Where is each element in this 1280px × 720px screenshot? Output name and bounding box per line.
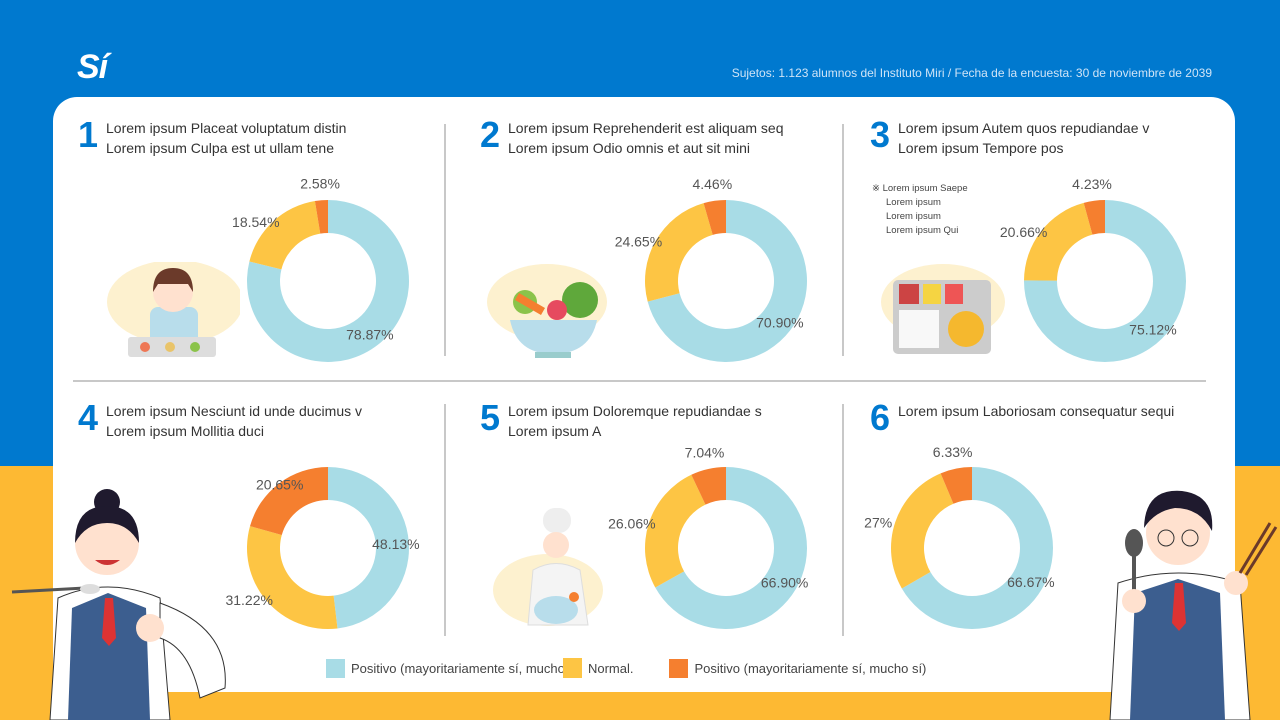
boy-student-illustration [1109,490,1278,720]
girl-student-illustration [11,489,226,720]
data-label: 31.22% [225,592,272,608]
logo: Sí [77,48,108,86]
panel-note: ※ Lorem ipsum Saepe Lorem ipsum Lorem ipsu… [872,182,968,238]
title-line: Lorem ipsum Nesciunt id unde ducimus v [106,403,363,419]
donut-chart-3: 75.12% 20.66% 4.23% [1000,176,1186,362]
donut-chart-1: 78.87% 18.54% 2.58% [232,175,409,362]
panel-number: 6 [870,397,891,438]
donut-slice [891,473,954,589]
legend-item-positive: Positivo (mayoritariamente sí, mucho s [326,658,575,678]
donut-chart-2: 70.90% 24.65% 4.46% [615,176,807,362]
legend-item-negative: Positivo (mayoritariamente sí, mucho sí) [669,658,927,678]
panel-number: 2 [480,114,501,155]
divider [444,124,446,356]
data-label: 70.90% [756,314,803,330]
donut-slice [328,467,409,629]
legend-label: Normal. [587,660,634,676]
legend-item-normal: Normal. [562,658,634,678]
title-line: Lorem ipsum Autem quos repudiandae v [898,120,1150,136]
panel-number: 4 [78,397,99,438]
donut-slice [249,201,321,270]
panel-title: Lorem ipsum Reprehenderit est aliquam se… [508,118,783,158]
donut-slice [691,467,726,505]
donut-slice [703,200,726,235]
donut-slice [247,200,409,362]
donut-slice [901,467,1053,629]
donut-chart-6: 66.67% 27% 6.33% [864,444,1055,629]
data-label: 20.66% [1000,224,1047,240]
divider [842,124,844,356]
donut-slice [647,200,807,362]
panel-title: Lorem ipsum Doloremque repudiandae s Lore… [508,401,762,441]
survey-panel-2: 2 Lorem ipsum Reprehenderit est aliquam s… [480,114,870,378]
chart-legend: Positivo (mayoritariamente sí, mucho s N… [326,658,926,678]
data-label: 75.12% [1129,321,1176,337]
data-label: 6.33% [933,444,973,460]
donut-slice [645,203,713,302]
survey-subject: Sujetos: 1.123 alumnos del Instituto Mir… [731,66,1212,80]
lunch-tray-illustration [881,264,1005,354]
note-line: Lorem ipsum [886,211,941,222]
panel-title: Lorem ipsum Placeat voluptatum distin Lor… [106,118,346,158]
donut-chart-4: 48.13% 31.22% 20.65% [225,467,420,629]
legend-swatch [326,658,345,678]
note-line: Lorem ipsum Qui [886,225,959,236]
data-label: 4.46% [692,176,732,192]
donut-slice [940,467,972,504]
survey-panel-6: 6 Lorem ipsum Laboriosam consequatur sequ… [870,397,1260,661]
title-line: Lorem ipsum Doloremque repudiandae s [508,403,762,419]
title-line: Lorem ipsum Odio omnis et aut sit mini [508,140,750,156]
panel-number: 3 [870,114,891,155]
note-line: Lorem ipsum [886,197,941,208]
data-label: 66.90% [761,574,808,590]
donut-slice [645,474,706,588]
data-label: 20.65% [256,476,303,492]
data-label: 27% [864,514,892,530]
title-line: Lorem ipsum Laboriosam consequatur sequi [898,403,1175,419]
data-label: 18.54% [232,214,279,230]
panel-number: 5 [480,397,501,438]
chef-illustration [493,508,603,626]
divider [842,404,844,636]
donut-slice [1024,200,1186,362]
title-line: Lorem ipsum Tempore pos [898,140,1064,156]
survey-panel-5: 5 Lorem ipsum Doloremque repudiandae s Lor… [480,397,870,661]
title-line: Lorem ipsum Mollitia duci [106,423,264,439]
survey-panel-3: 3 Lorem ipsum Autem quos repudiandae v Lor… [870,114,1260,378]
legend-swatch [562,658,582,678]
title-line: Lorem ipsum A [508,423,602,439]
panel-title: Lorem ipsum Nesciunt id unde ducimus v Lo… [106,401,362,441]
note-line: ※ Lorem ipsum Saepe [872,183,968,194]
panel-title: Lorem ipsum Autem quos repudiandae v Lore… [898,118,1149,158]
data-label: 24.65% [615,234,662,250]
student-with-tray-illustration [107,262,240,357]
donut-slice [655,467,807,629]
data-label: 2.58% [300,175,340,191]
legend-label: Positivo (mayoritariamente sí, mucho sí) [694,660,927,676]
divider [444,404,446,636]
title-line: Lorem ipsum Culpa est ut ullam tene [106,140,334,156]
donut-slice [1024,202,1093,281]
donut-slice [314,200,328,234]
donut-slice [247,526,338,629]
title-line: Lorem ipsum Reprehenderit est aliquam se… [508,120,784,136]
donut-slice [1083,200,1105,235]
data-label: 78.87% [346,327,393,343]
legend-label: Positivo (mayoritariamente sí, mucho s [351,660,575,676]
data-label: 4.23% [1072,176,1112,192]
legend-swatch [669,658,689,678]
survey-panel-1: 1 Lorem ipsum Placeat voluptatum distin Lo… [78,114,468,378]
title-line: Lorem ipsum Placeat voluptatum distin [106,120,347,136]
salad-bowl-illustration [487,264,607,358]
data-label: 26.06% [608,516,655,532]
panel-number: 1 [78,114,99,155]
data-label: 7.04% [685,444,725,460]
data-label: 66.67% [1007,574,1054,590]
panel-title: Lorem ipsum Laboriosam consequatur sequi [898,401,1174,421]
donut-slice [250,467,328,536]
data-label: 48.13% [372,536,419,552]
divider [73,380,1206,382]
donut-chart-5: 66.90% 26.06% 7.04% [608,444,808,629]
